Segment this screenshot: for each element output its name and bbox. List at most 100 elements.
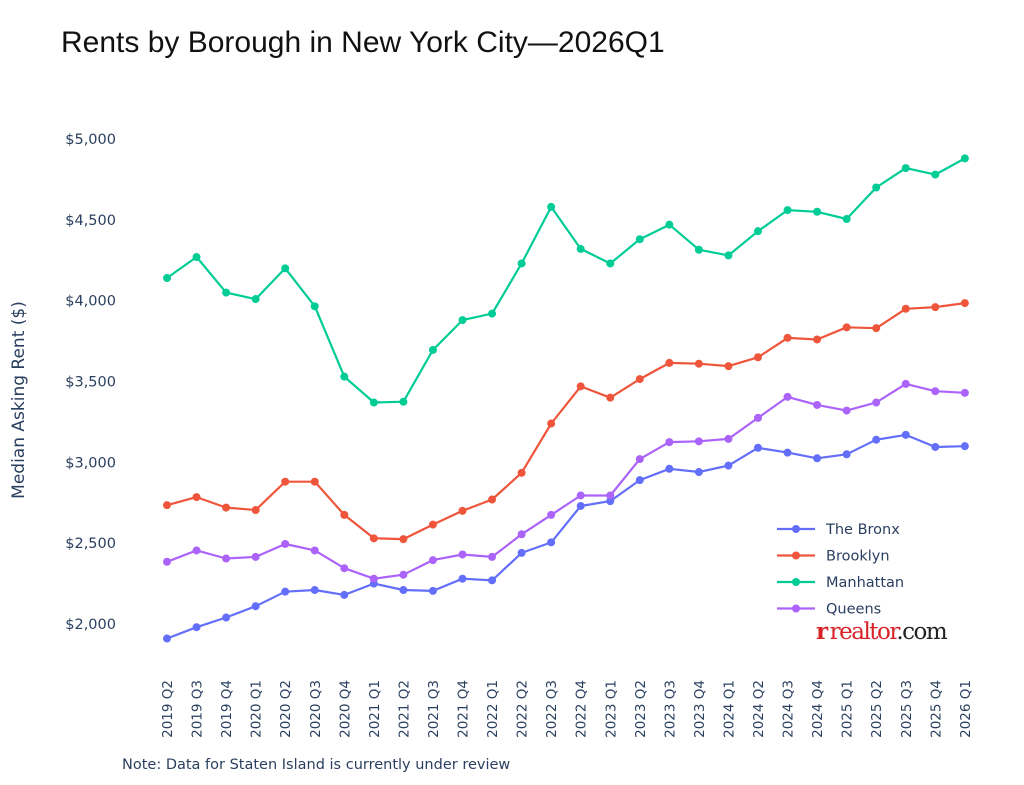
data-point <box>576 382 585 391</box>
data-point <box>488 576 497 585</box>
data-point <box>281 587 290 596</box>
data-point <box>458 506 467 515</box>
data-point <box>606 497 615 506</box>
x-tick-label: 2024 Q4 <box>810 680 826 738</box>
data-point <box>281 264 290 273</box>
data-point <box>606 259 615 268</box>
data-point <box>724 362 733 371</box>
data-point <box>842 323 851 332</box>
x-tick-label: 2025 Q2 <box>869 680 885 738</box>
data-point <box>783 448 792 457</box>
series-line <box>166 433 965 640</box>
data-point <box>872 398 881 407</box>
x-tick-label: 2025 Q4 <box>928 680 944 738</box>
data-point <box>310 586 319 595</box>
data-point <box>813 454 822 463</box>
data-point <box>635 375 644 384</box>
footnote: Note: Data for Staten Island is currentl… <box>122 757 511 773</box>
data-point <box>813 207 822 216</box>
data-point <box>369 398 378 407</box>
data-point <box>665 464 674 473</box>
data-point <box>458 316 467 325</box>
data-point <box>931 303 940 312</box>
data-point <box>665 220 674 229</box>
data-point <box>547 202 556 211</box>
data-point <box>428 520 437 529</box>
data-point <box>724 251 733 260</box>
data-point <box>576 501 585 510</box>
x-tick-label: 2021 Q1 <box>367 680 383 738</box>
data-point <box>251 295 260 304</box>
data-point <box>635 476 644 485</box>
data-point <box>901 430 910 439</box>
data-point <box>547 510 556 519</box>
x-tick-label: 2023 Q4 <box>692 680 708 738</box>
data-point <box>281 539 290 548</box>
data-point <box>222 288 231 297</box>
data-point <box>547 419 556 428</box>
data-point <box>163 501 171 510</box>
data-point <box>428 556 437 565</box>
data-point <box>192 623 201 632</box>
data-point <box>340 510 349 519</box>
x-tick-label: 2019 Q4 <box>219 680 235 738</box>
data-point <box>606 491 615 500</box>
x-tick-label: 2025 Q1 <box>840 680 856 738</box>
data-point <box>458 550 467 559</box>
data-point <box>813 335 822 344</box>
data-point <box>694 359 703 368</box>
data-point <box>960 388 969 397</box>
data-point <box>960 442 969 451</box>
x-tick-label: 2024 Q2 <box>751 680 767 738</box>
data-point <box>281 477 290 486</box>
data-point <box>310 477 319 486</box>
data-point <box>901 379 910 388</box>
data-point <box>872 435 881 444</box>
x-tick-label: 2021 Q3 <box>426 680 442 738</box>
data-point <box>458 574 467 583</box>
y-tick-label: $2,500 <box>65 536 116 552</box>
data-point <box>517 468 526 477</box>
data-point <box>813 400 822 409</box>
data-point <box>251 602 260 611</box>
x-tick-label: 2020 Q1 <box>249 680 265 738</box>
legend-label: Queens <box>826 602 881 618</box>
y-tick-label: $4,000 <box>65 294 116 310</box>
series-the-bronx <box>163 430 969 643</box>
x-tick-label: 2020 Q4 <box>337 680 353 738</box>
data-point <box>340 564 349 573</box>
x-tick-label: 2019 Q3 <box>190 680 206 738</box>
data-point <box>517 530 526 539</box>
x-tick-label: 2022 Q4 <box>574 680 590 738</box>
data-point <box>163 557 171 566</box>
x-tick-label: 2024 Q1 <box>721 680 737 738</box>
legend-label: Brooklyn <box>826 549 890 565</box>
x-tick-label: 2020 Q3 <box>308 680 324 738</box>
data-point <box>399 586 408 595</box>
data-point <box>872 324 881 333</box>
data-point <box>547 538 556 547</box>
series-line <box>166 157 966 404</box>
data-point <box>428 586 437 595</box>
chart-title: Rents by Borough in New York City—2026Q1 <box>61 26 665 59</box>
x-tick-label: 2026 Q1 <box>958 680 974 738</box>
legend-marker <box>792 578 800 586</box>
x-tick-label: 2025 Q3 <box>899 680 915 738</box>
data-point <box>369 534 378 543</box>
data-point <box>724 461 733 470</box>
data-point <box>901 164 910 173</box>
realtor-logo: r realtor.com <box>816 620 948 644</box>
y-tick-label: $4,500 <box>65 213 116 229</box>
data-point <box>694 437 703 446</box>
data-point <box>931 170 940 179</box>
data-point <box>163 274 171 283</box>
data-point <box>931 387 940 396</box>
x-tick-label: 2022 Q3 <box>544 680 560 738</box>
series-line <box>166 302 966 541</box>
data-point <box>222 503 231 512</box>
data-point <box>192 493 201 502</box>
data-point <box>901 304 910 313</box>
data-point <box>399 535 408 544</box>
y-tick-label: $3,000 <box>65 455 116 471</box>
